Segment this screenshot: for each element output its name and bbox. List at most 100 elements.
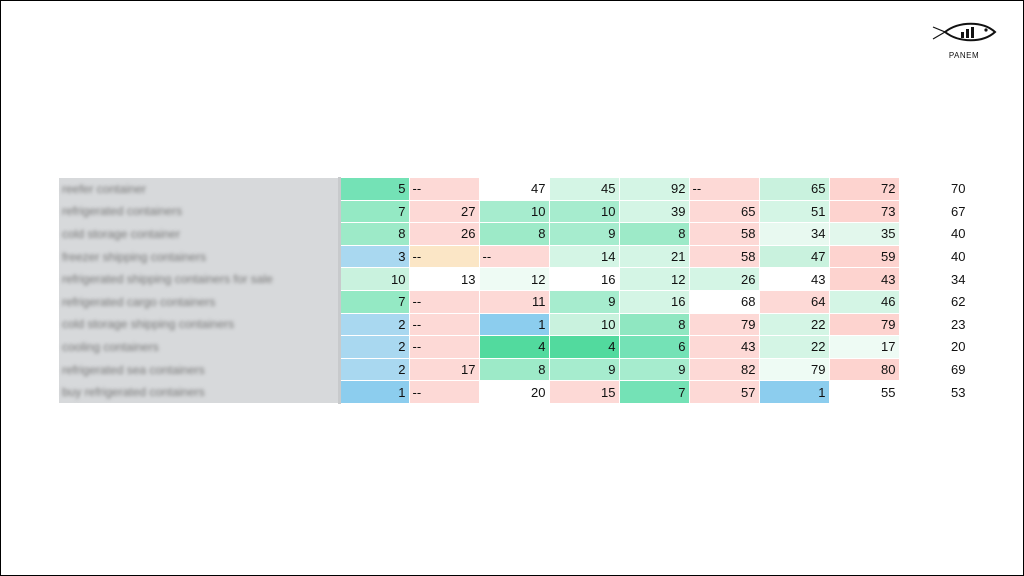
value-cell: 26 [688, 267, 760, 291]
value-cell: 72 [828, 177, 900, 201]
value-cell: 43 [688, 335, 760, 359]
logo: PANEM [929, 21, 999, 60]
row-label: refrigerated shipping containers for sal… [62, 272, 273, 287]
row-label-cell: refrigerated cargo containers [59, 290, 341, 314]
value-cell: -- [478, 244, 550, 269]
table-row: buy refrigerated containers 1 -- 20 15 7 57 1 55… [59, 380, 970, 404]
row-label-cell: refrigerated shipping containers for sal… [59, 267, 341, 291]
value-cell: 16 [618, 289, 690, 314]
table-row: refrigerated sea containers 2 17 8 9 9 82 79 80 6… [59, 357, 970, 382]
value-cell: -- [688, 177, 760, 201]
value-cell: 12 [618, 267, 690, 291]
value-cell: 3 [338, 244, 410, 269]
value-cell: 9 [618, 357, 690, 382]
value-cell: 11 [478, 289, 550, 314]
value-cell: 53 [898, 380, 970, 404]
row-label: refrigerated cargo containers [62, 294, 216, 309]
value-cell: 80 [828, 357, 900, 382]
value-cell: 22 [758, 335, 830, 359]
logo-icon [932, 22, 997, 42]
row-label-cell: reefer container [59, 177, 341, 201]
value-cell: 20 [478, 380, 550, 404]
value-cell: 92 [618, 177, 690, 201]
table-row: cold storage shipping containers 2 -- 1 10 8 7… [59, 312, 970, 337]
table-row: cold storage container 8 26 8 9 8 58 34 35 40 [59, 222, 970, 246]
value-cell: 9 [548, 222, 620, 246]
value-cell: 47 [478, 177, 550, 201]
value-cell: 45 [548, 177, 620, 201]
value-cell: 5 [338, 177, 410, 201]
value-cell: 9 [548, 289, 620, 314]
value-cell: 10 [478, 199, 550, 224]
value-cell: 47 [758, 244, 830, 269]
row-label-cell: cold storage shipping containers [59, 313, 341, 336]
value-cell: 69 [898, 357, 970, 382]
row-label: cold storage shipping containers [62, 317, 235, 332]
value-cell: 20 [898, 335, 970, 359]
value-cell: 4 [478, 335, 550, 359]
value-cell: 13 [408, 267, 480, 291]
row-label-cell: cooling containers [59, 335, 341, 359]
value-cell: 27 [408, 199, 480, 224]
value-cell: 79 [688, 312, 760, 337]
row-label-cell: freezer shipping containers [59, 245, 341, 268]
value-cell: 2 [338, 312, 410, 337]
row-label: refrigerated containers [62, 204, 183, 219]
value-cell: -- [408, 177, 480, 201]
value-cell: 39 [618, 199, 690, 224]
value-cell: 65 [758, 177, 830, 201]
value-cell: -- [408, 380, 480, 404]
value-cell: 10 [338, 267, 410, 291]
row-label-cell: refrigerated sea containers [59, 358, 341, 381]
value-cell: 57 [688, 380, 760, 404]
value-cell: 82 [688, 357, 760, 382]
value-cell: 10 [548, 199, 620, 224]
value-cell: 59 [828, 244, 900, 269]
value-cell: 65 [688, 199, 760, 224]
value-cell: 1 [478, 312, 550, 337]
value-cell: 4 [548, 335, 620, 359]
value-cell: 58 [688, 244, 760, 269]
value-cell: 55 [828, 380, 900, 404]
value-cell: 23 [898, 312, 970, 337]
value-cell: 12 [478, 267, 550, 291]
value-cell: 17 [408, 357, 480, 382]
row-label: reefer container [62, 181, 147, 196]
value-cell: 14 [548, 244, 620, 269]
value-cell: 8 [338, 222, 410, 246]
table-row: freezer shipping containers 3 -- -- 14 21 58 47… [59, 244, 970, 269]
value-cell: 16 [548, 267, 620, 291]
value-cell: -- [408, 335, 480, 359]
table-row: reefer container 5 -- 47 45 92 -- 65 72 70 [59, 177, 970, 201]
value-cell: 8 [478, 222, 550, 246]
value-cell: 68 [688, 289, 760, 314]
value-cell: 40 [898, 244, 970, 269]
value-cell: 62 [898, 289, 970, 314]
value-cell: 7 [338, 289, 410, 314]
row-label-cell: cold storage container [59, 222, 341, 246]
value-cell: 73 [828, 199, 900, 224]
value-cell: 43 [758, 267, 830, 291]
value-cell: 79 [758, 357, 830, 382]
value-cell: 10 [548, 312, 620, 337]
table-row: refrigerated shipping containers for sal… [59, 267, 970, 291]
value-cell: 46 [828, 289, 900, 314]
value-cell: 1 [758, 380, 830, 404]
value-cell: 51 [758, 199, 830, 224]
value-cell: 7 [618, 380, 690, 404]
logo-text: PANEM [948, 51, 980, 60]
value-cell: 70 [898, 177, 970, 201]
value-cell: 6 [618, 335, 690, 359]
value-cell: 34 [898, 267, 970, 291]
value-cell: 8 [478, 357, 550, 382]
value-cell: 67 [898, 199, 970, 224]
value-cell: -- [408, 312, 480, 337]
row-label-cell: buy refrigerated containers [59, 380, 341, 404]
value-cell: 34 [758, 222, 830, 246]
keyword-table: reefer container 5 -- 47 45 92 -- 65 72 70 refrige… [59, 177, 970, 404]
value-cell: 26 [408, 222, 480, 246]
table-row: refrigerated containers 7 27 10 10 39 65 51 73 67 [59, 199, 970, 224]
value-cell: 7 [338, 199, 410, 224]
row-label-cell: refrigerated containers [59, 200, 341, 223]
